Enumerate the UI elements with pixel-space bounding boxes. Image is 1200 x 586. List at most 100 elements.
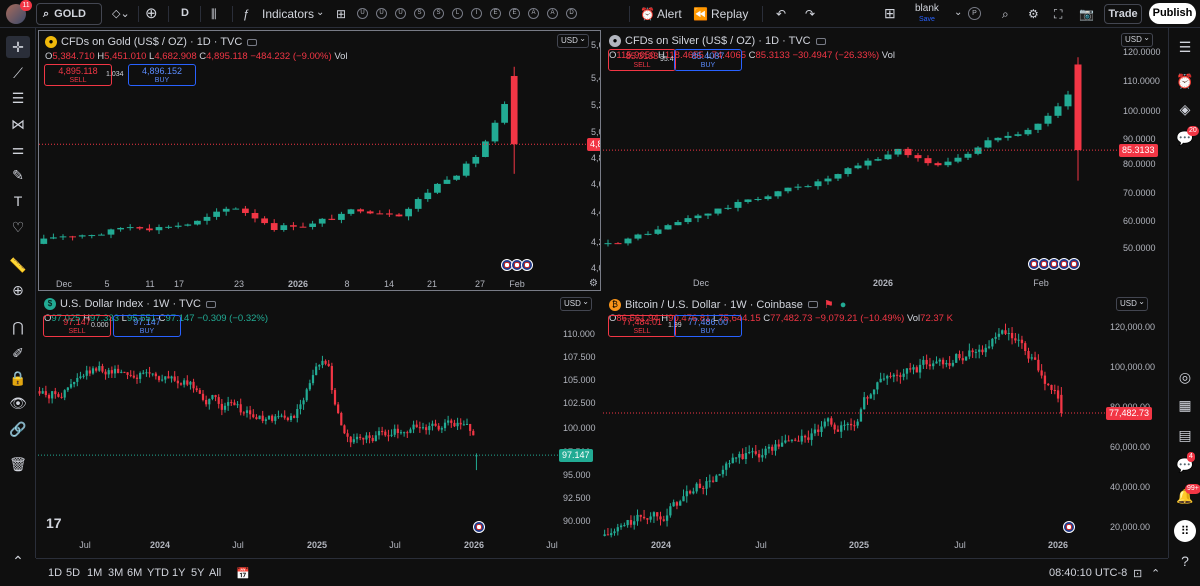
templates-icon[interactable]: ⊞ [336, 7, 347, 21]
hide-legend-icon[interactable] [206, 300, 216, 308]
fullscreen-icon[interactable]: ⛶ [1054, 7, 1063, 21]
us-flag-icon[interactable] [473, 521, 485, 533]
position-icon[interactable]: ⚌ [11, 141, 25, 157]
layout-slot-5-button[interactable]: L [452, 8, 463, 19]
zoom-in-icon[interactable]: ⊕ [12, 282, 24, 298]
quick-search-icon[interactable]: ⌕ [1002, 7, 1009, 21]
layout-slot-9-button[interactable]: A [528, 8, 539, 19]
apps-grid-icon[interactable]: ⠿ [1174, 520, 1196, 542]
candle-type-icon[interactable]: ⫼ [211, 7, 217, 21]
indicators-dropdown-icon[interactable]: ⌄ [316, 7, 325, 18]
chart-title[interactable]: CFDs on Gold (US$ / OZ) · 1D · TVC [61, 36, 243, 48]
chart-pane-2[interactable]: ● CFDs on Silver (US$ / OZ) · 1D · TVC O11… [603, 30, 1166, 291]
trash-icon[interactable]: 🗑 [9, 456, 27, 472]
buy-button[interactable]: 85.4087 BUY [674, 49, 742, 71]
profile-p-icon[interactable]: P [968, 7, 981, 20]
fib-icon[interactable]: ☰ [11, 90, 25, 106]
chart-title[interactable]: Bitcoin / U.S. Dollar · 1W · Coinbase [625, 298, 803, 311]
brush-icon[interactable]: ✎ [12, 167, 24, 183]
range-5d-button[interactable]: 5D [66, 567, 81, 579]
settings-gear-icon[interactable]: ⚙ [1028, 7, 1039, 21]
date-range-icon[interactable]: 📅 [236, 568, 250, 580]
sell-button[interactable]: 77,484.01 SELL [608, 315, 676, 337]
buy-button[interactable]: 77,486.00 BUY [674, 315, 742, 337]
range-3m-button[interactable]: 3M [108, 567, 124, 579]
chart-legend[interactable]: ● CFDs on Silver (US$ / OZ) · 1D · TVC [609, 35, 826, 47]
currency-select[interactable]: USD [1121, 32, 1153, 47]
stats-icon[interactable]: ▦ [1178, 397, 1192, 413]
layout-toggle-icon[interactable]: ⊡ [1133, 568, 1143, 580]
hide-legend-icon[interactable] [247, 38, 258, 46]
object-tree-icon[interactable]: ⌃ [12, 553, 24, 569]
us-flag-icon[interactable] [1068, 258, 1080, 270]
layout-slot-2-button[interactable]: U [395, 8, 406, 19]
symbol-search[interactable]: ⌕ GOLD [36, 3, 102, 25]
layout-slot-10-button[interactable]: A [547, 8, 558, 19]
range-5y-button[interactable]: 5Y [191, 567, 205, 579]
publish-button[interactable]: Publish [1149, 3, 1196, 24]
range-ytd-button[interactable]: YTD [147, 567, 169, 579]
sell-button[interactable]: 97.147 SELL [43, 315, 111, 337]
layout-slot-6-button[interactable]: I [471, 8, 482, 19]
chart-legend[interactable]: $ U.S. Dollar Index · 1W · TVC [44, 298, 216, 310]
stay-in-drawing-icon[interactable]: ✐ [12, 345, 24, 361]
hide-legend-icon[interactable] [815, 37, 826, 45]
favorite-heart-icon[interactable]: ♡ [11, 219, 25, 235]
layout-slot-1-button[interactable]: U [376, 8, 387, 19]
chart-title[interactable]: U.S. Dollar Index · 1W · TVC [60, 298, 201, 310]
us-flag-icon[interactable] [521, 259, 533, 271]
indicators-icon[interactable]: ƒ [243, 7, 250, 21]
layers-icon[interactable]: ◈ [1179, 101, 1191, 117]
trade-button[interactable]: Trade [1104, 4, 1142, 24]
chart-pane-1[interactable]: ● CFDs on Gold (US$ / OZ) · 1D · TVC O5,38… [38, 30, 601, 291]
alert-button[interactable]: Alert [657, 7, 682, 21]
crosshair-icon[interactable]: ✛ [6, 36, 30, 58]
range-6m-button[interactable]: 6M [127, 567, 143, 579]
eye-icon[interactable]: 👁 [9, 395, 27, 411]
chart-pane-4[interactable]: ₿ Bitcoin / U.S. Dollar · 1W · Coinbase ⚑ ●… [603, 293, 1166, 558]
buy-button[interactable]: 4,896.152 BUY [128, 64, 196, 86]
calendar-icon[interactable]: ▤ [1178, 427, 1192, 443]
economic-events-icons[interactable] [473, 521, 485, 533]
ruler-icon[interactable]: 📏 [9, 257, 27, 273]
camera-icon[interactable]: 📷 [1079, 7, 1094, 21]
replay-button[interactable]: Replay [711, 7, 749, 21]
economic-events-icons[interactable] [1063, 521, 1075, 533]
range-1m-button[interactable]: 1M [87, 567, 103, 579]
undo-icon[interactable]: ↶ [776, 7, 787, 21]
sell-button[interactable]: 4,895.118 SELL [44, 64, 112, 86]
indicators-button[interactable]: Indicators [262, 7, 315, 21]
tradingview-logo-icon[interactable]: 17 [46, 515, 62, 531]
flag-icon[interactable]: ⚑ [823, 299, 834, 311]
layout-slot-0-button[interactable]: U [357, 8, 368, 19]
layout-slot-11-button[interactable]: D [566, 8, 577, 19]
range-1d-button[interactable]: 1D [48, 567, 63, 579]
chart-legend[interactable]: ● CFDs on Gold (US$ / OZ) · 1D · TVC [45, 36, 258, 48]
redo-icon[interactable]: ↷ [805, 7, 816, 21]
layout-name-button[interactable]: blank Save [915, 3, 939, 25]
add-symbol-icon[interactable]: ⊕ [145, 5, 158, 22]
lock-icon[interactable]: 🔒 [9, 370, 27, 386]
chart-legend[interactable]: ₿ Bitcoin / U.S. Dollar · 1W · Coinbase ⚑ ● [609, 298, 846, 311]
text-icon[interactable]: T [13, 193, 23, 209]
layout-dropdown-icon[interactable]: ⌄ [954, 7, 963, 18]
layout-grid-icon[interactable]: ⊞ [884, 5, 896, 21]
interval-button[interactable]: D [181, 7, 189, 19]
us-flag-icon[interactable] [1063, 521, 1075, 533]
compare-icon[interactable]: ◇⌄ [112, 8, 130, 20]
collapse-icon[interactable]: ⌃ [1151, 568, 1161, 580]
economic-events-icons[interactable] [501, 259, 533, 271]
layout-slot-3-button[interactable]: S [414, 8, 425, 19]
layout-slot-4-button[interactable]: S [433, 8, 444, 19]
watchlist-icon[interactable]: ☰ [1178, 39, 1192, 55]
trendline-icon[interactable]: ⟋ [13, 65, 23, 81]
replay-icon[interactable]: ⏪ [693, 7, 708, 21]
layout-slot-7-button[interactable]: E [490, 8, 501, 19]
range-all-button[interactable]: All [209, 567, 222, 579]
scale-settings-icon[interactable]: ⚙ [589, 278, 598, 289]
alert-icon[interactable]: ⏰ [640, 7, 655, 21]
hide-legend-icon[interactable] [807, 301, 818, 308]
chart-title[interactable]: CFDs on Silver (US$ / OZ) · 1D · TVC [625, 35, 811, 47]
clock-label[interactable]: 08:40:10 UTC-8 [1049, 567, 1128, 579]
help-icon[interactable]: ? [1181, 553, 1189, 569]
